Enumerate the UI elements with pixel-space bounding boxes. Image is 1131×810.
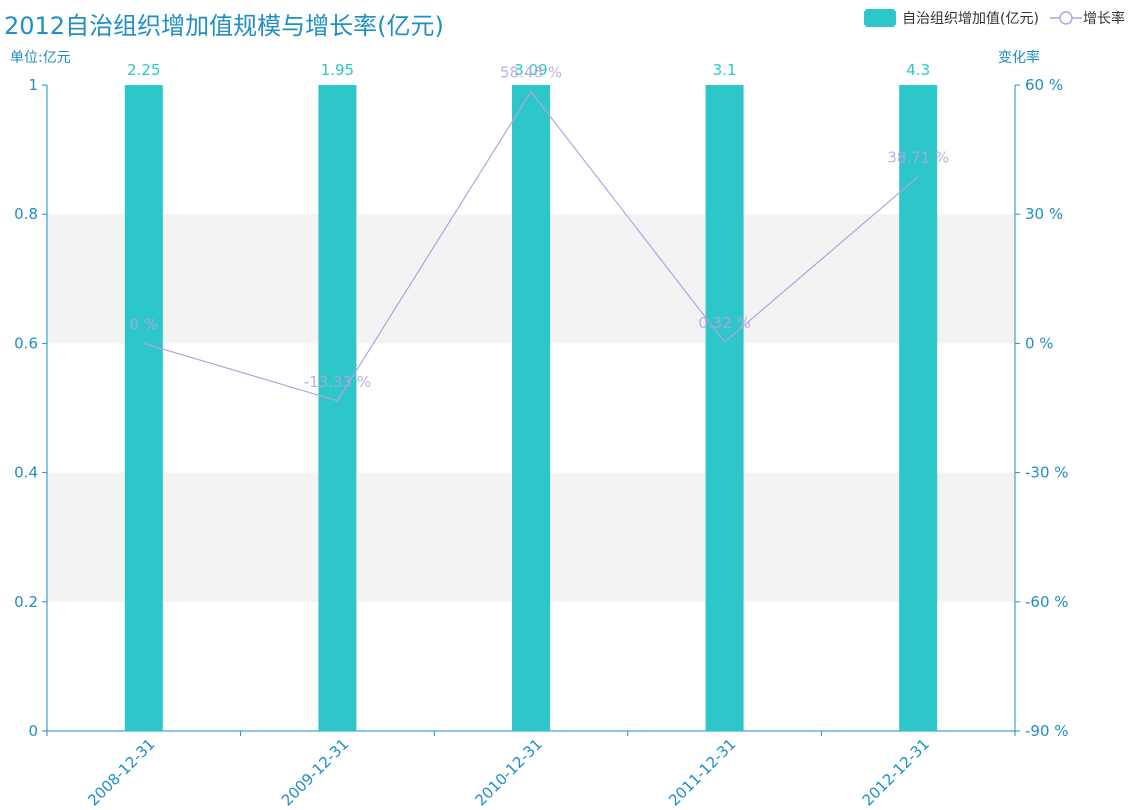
y-axis-left-label: 单位:亿元 <box>10 50 71 66</box>
bar[interactable] <box>705 85 744 731</box>
x-tick-label: 2012-12-31 <box>859 735 933 809</box>
legend-item-growth[interactable]: 增长率 <box>1049 8 1125 28</box>
y-left-tick-label: 1 <box>28 76 38 94</box>
y-left-tick-label: 0.8 <box>14 205 38 223</box>
y-right-tick-label: -60 % <box>1025 593 1069 611</box>
growth-value-label: 0.32 % <box>698 314 750 332</box>
y-left-tick-label: 0.4 <box>14 464 38 482</box>
y-right-tick-label: 30 % <box>1025 205 1063 223</box>
legend-line-swatch-icon <box>1050 11 1082 25</box>
bar-value-label: 2.25 <box>127 61 160 79</box>
y-right-tick-label: 0 % <box>1025 334 1054 352</box>
chart-title: 2012自治组织增加值规模与增长率(亿元) <box>4 12 444 40</box>
bar-value-label: 3.09 <box>514 61 547 79</box>
y-right-tick-label: -90 % <box>1025 722 1069 740</box>
growth-value-label: 58.46 % <box>500 64 562 82</box>
growth-value-label: -13.33 % <box>304 373 371 391</box>
legend: 自治组织增加值(亿元) 增长率 <box>854 8 1125 28</box>
bar[interactable] <box>899 85 938 731</box>
y-left-tick-label: 0.6 <box>14 334 38 352</box>
bar-value-label: 3.1 <box>713 61 737 79</box>
x-tick-label: 2011-12-31 <box>665 735 739 809</box>
growth-value-label: 38.71 % <box>887 149 949 167</box>
y-left-tick-label: 0.2 <box>14 593 38 611</box>
bar-value-label: 1.95 <box>321 61 354 79</box>
x-tick-label: 2008-12-31 <box>84 735 158 809</box>
bar[interactable] <box>512 85 550 731</box>
y-right-tick-label: 60 % <box>1025 76 1063 94</box>
bar[interactable] <box>124 85 163 731</box>
growth-line <box>143 90 919 402</box>
x-tick-label: 2010-12-31 <box>471 735 545 809</box>
bar-value-label: 4.3 <box>906 61 930 79</box>
x-tick-label: 2009-12-31 <box>278 735 352 809</box>
legend-bar-swatch-icon <box>864 9 897 27</box>
y-right-tick-label: -30 % <box>1025 464 1069 482</box>
bar[interactable] <box>318 85 357 731</box>
legend-label-value: 自治组织增加值(亿元) <box>902 11 1039 27</box>
legend-item-value[interactable]: 自治组织增加值(亿元) <box>864 8 1039 28</box>
growth-value-label: 0 % <box>130 315 159 333</box>
legend-label-growth: 增长率 <box>1083 11 1125 27</box>
y-axis-right-label: 变化率 <box>998 49 1040 66</box>
y-left-tick-label: 0 <box>28 722 38 740</box>
